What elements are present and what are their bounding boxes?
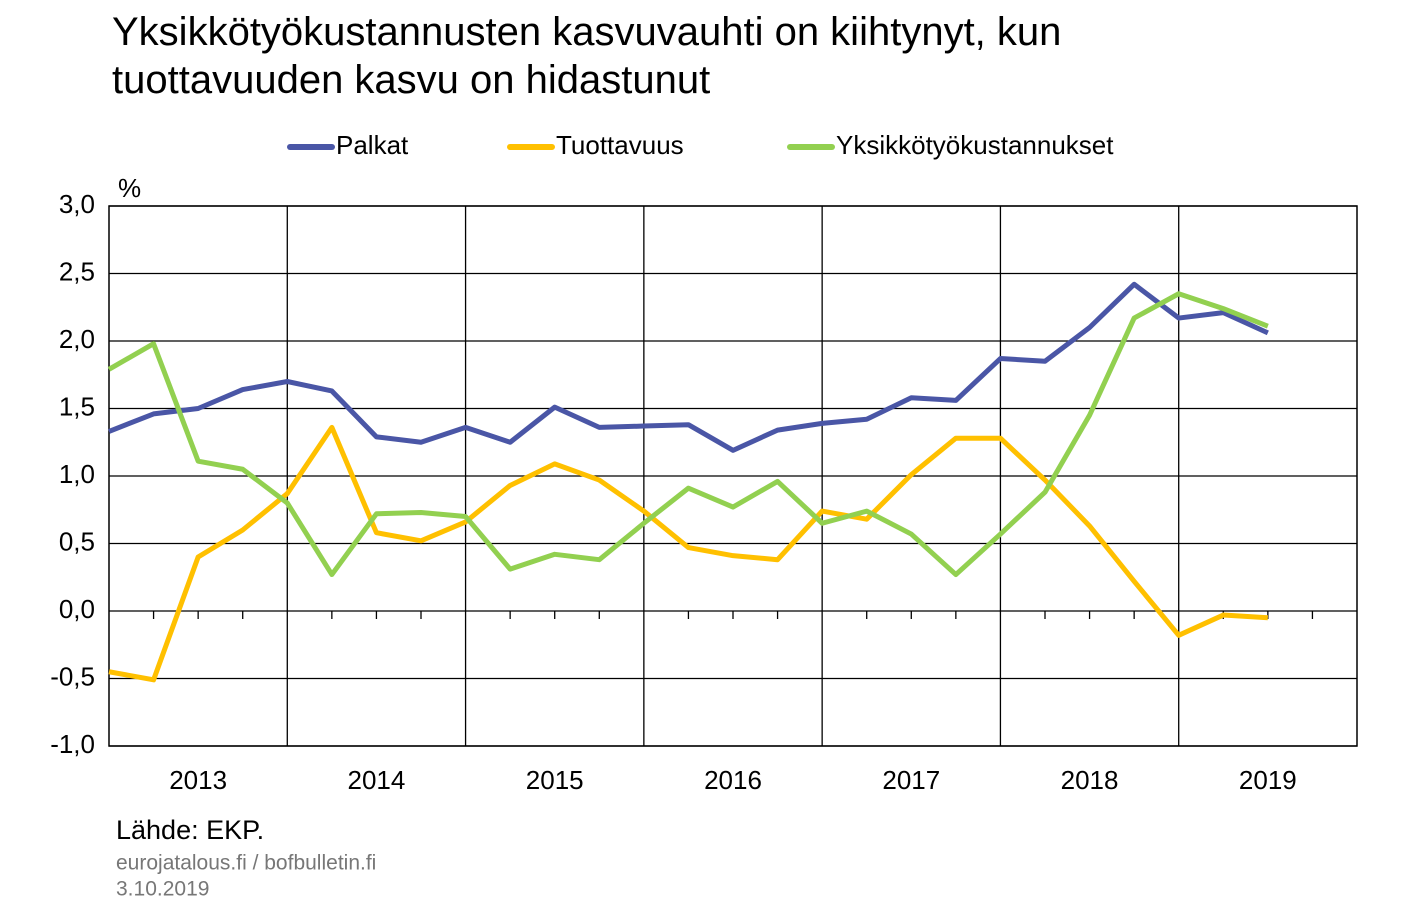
legend-label: Tuottavuus (556, 130, 684, 160)
x-tick-label: 2014 (348, 765, 406, 795)
x-tick-label: 2013 (169, 765, 227, 795)
source: Lähde: EKP. (116, 815, 264, 845)
x-tick-label: 2018 (1061, 765, 1119, 795)
x-tick-label: 2015 (526, 765, 584, 795)
y-tick-label: 0,0 (59, 594, 95, 624)
date: 3.10.2019 (116, 878, 209, 901)
y-unit: % (118, 173, 141, 203)
site: eurojatalous.fi / bofbulletin.fi (116, 852, 376, 875)
y-tick-label: 0,5 (59, 526, 95, 556)
chart-title: Yksikkötyökustannusten kasvuvauhti on ki… (112, 10, 1062, 102)
series-line (107, 291, 1269, 578)
y-tick-label: -1,0 (50, 729, 95, 759)
x-tick-label: 2016 (704, 765, 762, 795)
series-line (108, 281, 1269, 453)
legend-label: Palkat (336, 130, 409, 160)
y-tick-label: 1,5 (59, 391, 95, 421)
y-tick-label: -0,5 (50, 661, 95, 691)
y-tick-label: 2,0 (59, 324, 95, 354)
x-tick-label: 2019 (1239, 765, 1297, 795)
y-tick-label: 1,0 (59, 459, 95, 489)
series-line (108, 424, 1269, 683)
x-tick-label: 2017 (882, 765, 940, 795)
plot-frame (108, 205, 1358, 747)
y-tick-label: 3,0 (59, 189, 95, 219)
legend-label: Yksikkötyökustannukset (836, 130, 1114, 160)
y-tick-label: 2,5 (59, 256, 95, 286)
